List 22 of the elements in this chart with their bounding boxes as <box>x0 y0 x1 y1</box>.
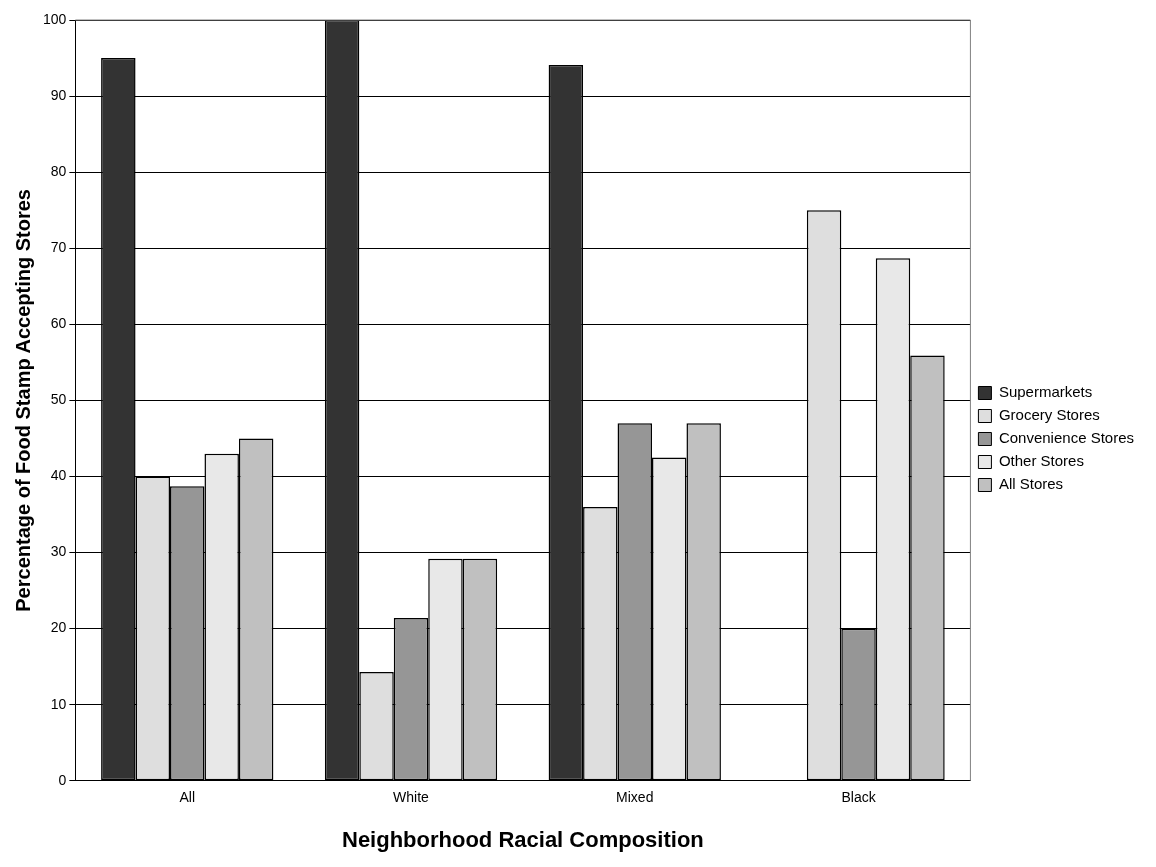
y-tick-label: 80 <box>50 163 67 180</box>
y-tick-label: 90 <box>50 86 67 103</box>
legend-label: All Stores <box>998 475 1064 493</box>
y-tick-label: 50 <box>50 391 67 408</box>
x-axis-title: Neighborhood Racial Composition <box>342 826 704 852</box>
y-tick-label: 60 <box>50 315 67 332</box>
y-tick-label: 20 <box>50 619 67 636</box>
legend-label: Grocery Stores <box>998 406 1100 424</box>
y-axis-title: Percentage of Food Stamp Accepting Stores <box>11 189 34 612</box>
x-tick-label: All <box>179 789 196 806</box>
legend-label: Other Stores <box>998 452 1084 470</box>
y-tick-label: 40 <box>50 467 67 484</box>
x-tick-label: Black <box>841 789 877 806</box>
legend-label: Convenience Stores <box>998 429 1135 447</box>
y-tick-label: 70 <box>50 239 67 256</box>
y-tick-label: 30 <box>50 543 67 560</box>
y-tick-label: 10 <box>50 695 67 712</box>
y-tick-label: 0 <box>58 771 67 788</box>
y-tick-label: 100 <box>43 10 67 27</box>
x-tick-label: White <box>393 789 430 806</box>
legend-label: Supermarkets <box>998 383 1093 401</box>
x-tick-label: Mixed <box>616 789 654 806</box>
